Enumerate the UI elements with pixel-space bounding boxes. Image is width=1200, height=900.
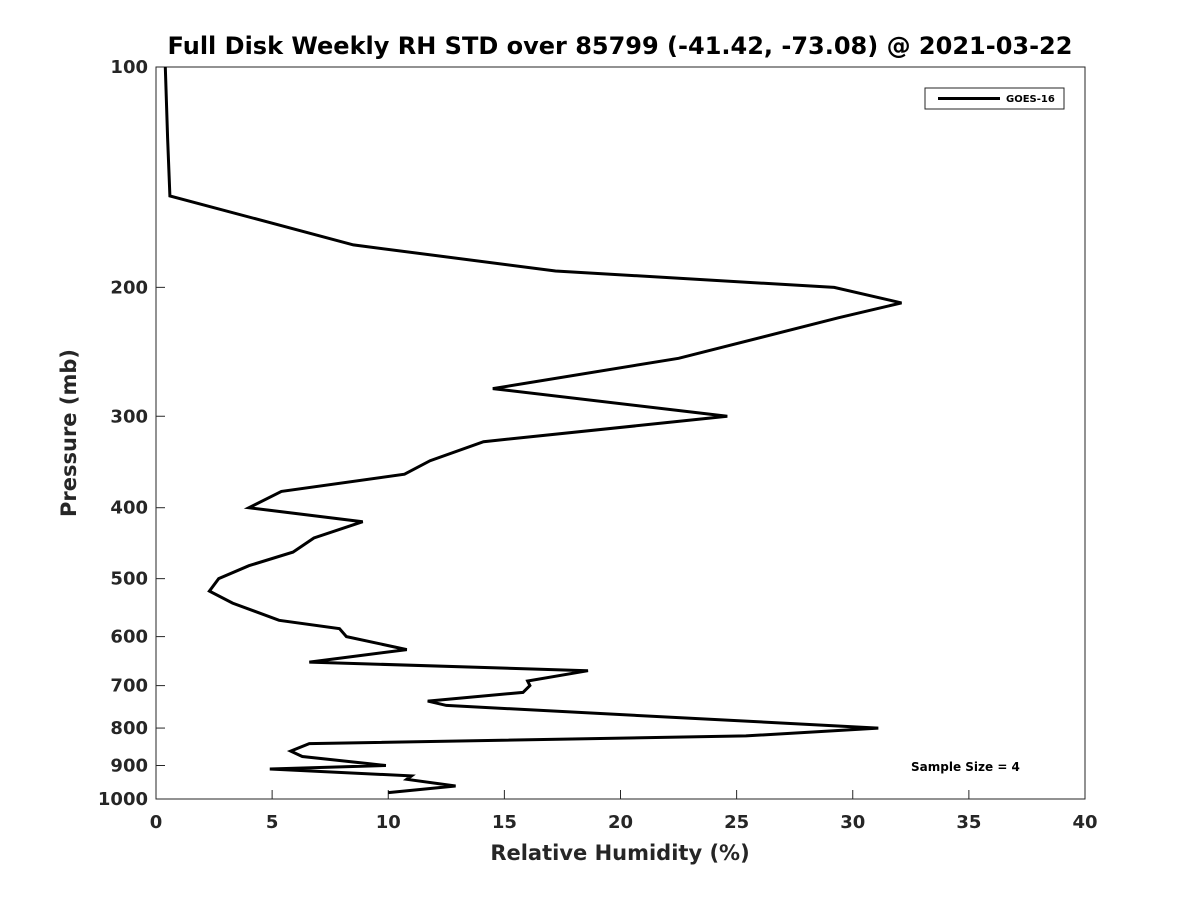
legend-label-goes16: GOES-16	[1006, 94, 1055, 105]
y-tick-label: 800	[110, 718, 148, 739]
x-tick-label: 20	[608, 812, 633, 833]
x-tick-label: 10	[376, 812, 401, 833]
legend: GOES-16	[924, 87, 1065, 110]
y-tick-label: 400	[110, 498, 148, 519]
x-tick-label: 0	[150, 812, 163, 833]
x-axis: 0 5 10 15 20 25 30 35 40	[150, 790, 1098, 833]
y-tick-label: 1000	[98, 789, 148, 810]
sample-size-annotation: Sample Size = 4	[911, 760, 1020, 774]
y-tick-label: 100	[110, 57, 148, 78]
y-tick-label: 700	[110, 676, 148, 697]
x-tick-label: 35	[956, 812, 981, 833]
plot-area	[155, 66, 1086, 800]
y-tick-label: 900	[110, 756, 148, 777]
chart-title: Full Disk Weekly RH STD over 85799 (-41.…	[168, 32, 1073, 60]
y-axis-label: Pressure (mb)	[57, 349, 81, 517]
x-tick-label: 30	[840, 812, 865, 833]
x-tick-label: 25	[724, 812, 749, 833]
x-axis-label: Relative Humidity (%)	[490, 841, 749, 865]
series-line-goes16	[163, 66, 902, 795]
y-tick-label: 300	[110, 406, 148, 427]
y-tick-label: 200	[110, 277, 148, 298]
y-tick-label: 600	[110, 627, 148, 648]
y-axis: 100 200 300 400 500 600 700 800 900 1000	[98, 57, 165, 810]
x-tick-label: 5	[266, 812, 279, 833]
x-tick-label: 40	[1072, 812, 1097, 833]
x-tick-label: 15	[492, 812, 517, 833]
y-tick-label: 500	[110, 569, 148, 590]
